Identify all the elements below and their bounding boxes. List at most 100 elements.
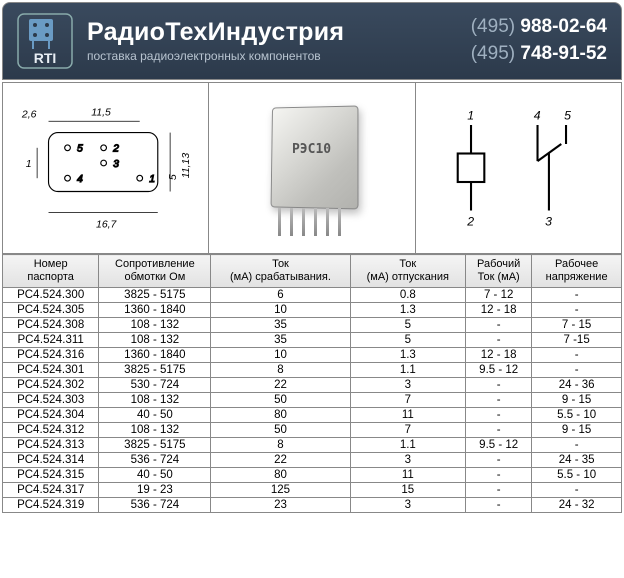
- table-cell: PC4.524.308: [3, 318, 99, 333]
- svg-text:3: 3: [113, 159, 119, 170]
- svg-text:1: 1: [467, 109, 474, 123]
- table-row: PC4.524.311108 - 132355-7 -15: [3, 333, 622, 348]
- svg-text:1: 1: [149, 174, 155, 185]
- table-cell: PC4.524.315: [3, 468, 99, 483]
- table-cell: 50: [211, 393, 350, 408]
- table-cell: 24 - 36: [532, 378, 622, 393]
- table-cell: 536 - 724: [99, 453, 211, 468]
- table-cell: PC4.524.317: [3, 483, 99, 498]
- table-cell: 10: [211, 303, 350, 318]
- table-cell: 125: [211, 483, 350, 498]
- table-cell: 108 - 132: [99, 423, 211, 438]
- table-cell: 9 - 15: [532, 423, 622, 438]
- table-cell: 108 - 132: [99, 333, 211, 348]
- table-cell: 6: [211, 288, 350, 303]
- table-cell: -: [466, 468, 532, 483]
- svg-text:2: 2: [112, 144, 119, 155]
- table-cell: 22: [211, 378, 350, 393]
- table-cell: PC4.524.319: [3, 498, 99, 513]
- table-cell: 1360 - 1840: [99, 348, 211, 363]
- table-cell: 9.5 - 12: [466, 438, 532, 453]
- table-cell: 5: [350, 333, 466, 348]
- table-cell: -: [532, 363, 622, 378]
- table-cell: -: [466, 318, 532, 333]
- table-cell: 23: [211, 498, 350, 513]
- schematic-symbol: 1 4 5 2 3: [416, 83, 621, 253]
- company-name: РадиоТехИндустрия: [87, 19, 471, 47]
- table-row: PC4.524.308108 - 132355-7 - 15: [3, 318, 622, 333]
- table-cell: -: [466, 378, 532, 393]
- table-cell: 5.5 - 10: [532, 408, 622, 423]
- table-cell: 40 - 50: [99, 468, 211, 483]
- table-cell: 15: [350, 483, 466, 498]
- svg-text:5: 5: [77, 144, 83, 155]
- spec-table: НомерпаспортаСопротивлениеобмотки ОмТок(…: [2, 254, 622, 513]
- table-cell: 10: [211, 348, 350, 363]
- table-row: PC4.524.314536 - 724223-24 - 35: [3, 453, 622, 468]
- table-cell: 8: [211, 363, 350, 378]
- table-cell: 5.5 - 10: [532, 468, 622, 483]
- table-row: PC4.524.31540 - 508011-5.5 - 10: [3, 468, 622, 483]
- table-cell: 7 -15: [532, 333, 622, 348]
- dimensions-drawing: 5 2 3 4 1 2,6 11,5 16,7 1 5 11,13: [3, 83, 209, 253]
- table-cell: 80: [211, 408, 350, 423]
- relay-label: РЭС10: [292, 142, 331, 157]
- table-cell: PC4.524.316: [3, 348, 99, 363]
- table-cell: -: [532, 288, 622, 303]
- table-cell: -: [466, 498, 532, 513]
- table-row: PC4.524.312108 - 132507-9 - 15: [3, 423, 622, 438]
- table-cell: 3: [350, 498, 466, 513]
- table-cell: -: [466, 423, 532, 438]
- table-row: PC4.524.3051360 - 1840101.312 - 18-: [3, 303, 622, 318]
- table-cell: PC4.524.313: [3, 438, 99, 453]
- images-row: 5 2 3 4 1 2,6 11,5 16,7 1 5 11,13 РЭС10: [2, 82, 622, 254]
- table-cell: 1360 - 1840: [99, 303, 211, 318]
- table-cell: -: [466, 483, 532, 498]
- table-cell: 3: [350, 378, 466, 393]
- table-cell: 530 - 724: [99, 378, 211, 393]
- tagline: поставка радиоэлектронных компонентов: [87, 49, 471, 63]
- svg-text:16,7: 16,7: [96, 220, 118, 231]
- table-cell: 7 - 15: [532, 318, 622, 333]
- table-cell: 7: [350, 393, 466, 408]
- table-cell: 1.1: [350, 363, 466, 378]
- table-cell: 35: [211, 333, 350, 348]
- table-cell: 3: [350, 453, 466, 468]
- table-cell: 35: [211, 318, 350, 333]
- table-cell: 108 - 132: [99, 318, 211, 333]
- table-cell: 12 - 18: [466, 303, 532, 318]
- table-cell: 1.3: [350, 348, 466, 363]
- table-cell: PC4.524.312: [3, 423, 99, 438]
- table-cell: 24 - 35: [532, 453, 622, 468]
- table-cell: -: [532, 303, 622, 318]
- table-cell: 19 - 23: [99, 483, 211, 498]
- table-cell: PC4.524.305: [3, 303, 99, 318]
- table-header-cell: Ток(мА) срабатывания.: [211, 255, 350, 288]
- table-header-cell: Рабочеенапряжение: [532, 255, 622, 288]
- svg-text:1: 1: [26, 159, 32, 170]
- svg-text:5: 5: [168, 174, 179, 180]
- table-cell: 22: [211, 453, 350, 468]
- table-cell: 80: [211, 468, 350, 483]
- svg-text:2: 2: [466, 215, 474, 229]
- table-cell: 1.1: [350, 438, 466, 453]
- table-cell: 536 - 724: [99, 498, 211, 513]
- table-cell: 3825 - 5175: [99, 363, 211, 378]
- table-row: PC4.524.303108 - 132507-9 - 15: [3, 393, 622, 408]
- table-cell: 9 - 15: [532, 393, 622, 408]
- table-cell: -: [466, 408, 532, 423]
- table-header-cell: Номерпаспорта: [3, 255, 99, 288]
- table-cell: PC4.524.311: [3, 333, 99, 348]
- table-cell: -: [466, 453, 532, 468]
- table-cell: 24 - 32: [532, 498, 622, 513]
- table-row: PC4.524.3003825 - 517560.87 - 12-: [3, 288, 622, 303]
- table-cell: -: [532, 483, 622, 498]
- table-cell: 108 - 132: [99, 393, 211, 408]
- table-cell: 9.5 - 12: [466, 363, 532, 378]
- table-cell: PC4.524.301: [3, 363, 99, 378]
- table-cell: PC4.524.314: [3, 453, 99, 468]
- table-cell: 11: [350, 408, 466, 423]
- svg-text:4: 4: [534, 109, 541, 123]
- phone-prefix: (495): [471, 16, 515, 37]
- relay-photo: РЭС10: [209, 83, 415, 253]
